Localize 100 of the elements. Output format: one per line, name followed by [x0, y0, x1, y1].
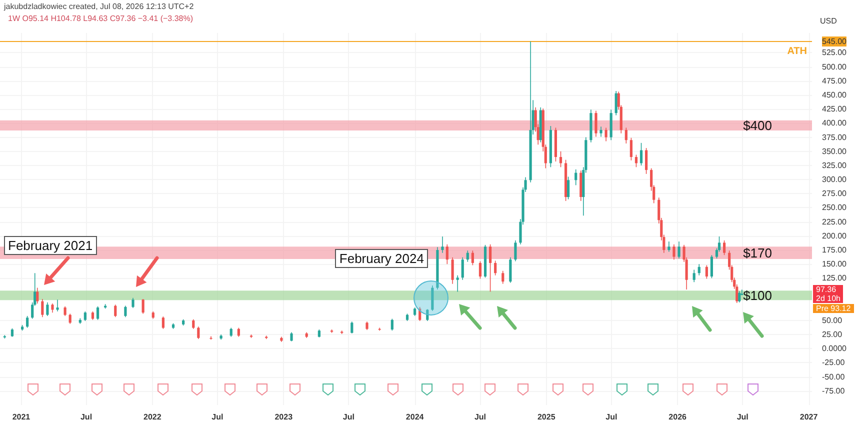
- y-tick-label: -25.00: [822, 358, 846, 368]
- y-tick-label: 525.00: [822, 48, 848, 58]
- candlestick: [574, 169, 578, 186]
- band-label: $170: [743, 245, 772, 260]
- x-tick-label: 2027: [800, 412, 818, 422]
- y-tick-label: 175.00: [822, 246, 848, 254]
- candlestick: [514, 240, 517, 262]
- x-tick-label: Jul: [474, 412, 486, 422]
- candlestick: [494, 260, 497, 276]
- annotation: February 2024: [335, 248, 428, 268]
- candlestick: [678, 241, 680, 259]
- y-axis-title: USD: [820, 16, 838, 26]
- annotation: February 2021: [4, 236, 97, 256]
- band-label: $100: [743, 288, 772, 303]
- candlestick: [456, 274, 459, 292]
- candlestick: [84, 311, 86, 322]
- y-tick-label: 275.00: [822, 189, 848, 198]
- y-tick-label: 425.00: [822, 104, 848, 114]
- candlestick: [698, 264, 700, 276]
- candlestick: [350, 321, 354, 334]
- candlestick: [630, 137, 632, 161]
- annotation: 97.36 2d 10h: [813, 284, 844, 303]
- x-tick-label: 2024: [406, 412, 424, 422]
- candlestick: [559, 150, 562, 168]
- candlestick: [509, 256, 512, 284]
- y-tick-label: 350.00: [822, 146, 848, 156]
- candlestick: [36, 287, 39, 304]
- candlestick: [600, 126, 602, 138]
- x-tick-label: Jul: [736, 412, 748, 422]
- candlestick: [594, 110, 598, 138]
- candlestick: [96, 306, 100, 320]
- candlestick: [692, 269, 696, 283]
- x-tick-label: 2022: [144, 412, 162, 422]
- candlestick: [471, 250, 474, 266]
- candlestick: [114, 304, 117, 318]
- y-tick-label: -50.00: [822, 372, 846, 382]
- candlestick: [668, 241, 670, 252]
- candlestick: [162, 316, 164, 330]
- candlestick: [441, 236, 444, 254]
- x-tick-label: Jul: [80, 412, 92, 422]
- candlestick: [451, 256, 454, 284]
- candlestick: [197, 326, 200, 340]
- candlestick: [132, 298, 134, 308]
- candlestick: [431, 285, 434, 312]
- x-tick-label: Jul: [342, 412, 354, 422]
- candlestick: [56, 299, 59, 312]
- candlestick: [478, 260, 482, 280]
- candlestick: [705, 264, 708, 280]
- y-tick-label: 250.00: [822, 203, 848, 212]
- candlestick: [624, 127, 628, 144]
- candlestick: [230, 327, 232, 338]
- y-tick-label: 25.00: [822, 330, 843, 340]
- x-tick-label: Jul: [212, 412, 224, 422]
- x-tick-label: 2025: [537, 412, 556, 422]
- candlestick: [124, 305, 127, 318]
- candlestick: [192, 318, 195, 330]
- x-tick-label: 2021: [12, 412, 31, 422]
- chart-title: 1W O95.14 H104.78 L94.63 C97.36 −3.41 (−3.38%): [8, 14, 194, 23]
- candlestick: [672, 244, 676, 260]
- y-tick-label: 50.00: [822, 316, 843, 325]
- candlestick: [738, 290, 741, 303]
- candlestick: [41, 298, 44, 318]
- band-label: $400: [743, 118, 772, 133]
- candlestick: [26, 316, 29, 328]
- ref-line-label: ATH: [787, 46, 807, 57]
- candlestick: [644, 148, 648, 174]
- candlestick: [290, 332, 293, 342]
- candlestick: [418, 306, 422, 322]
- y-tick-label: -75.00: [822, 386, 846, 396]
- y-tick-label: 125.00: [822, 274, 848, 283]
- candlestick: [634, 154, 638, 168]
- y-tick-label: 150.00: [822, 260, 848, 269]
- candlestick: [502, 270, 504, 284]
- x-tick-label: 2023: [274, 412, 294, 422]
- y-tick-label: 375.00: [822, 132, 848, 142]
- candlestick: [566, 176, 570, 200]
- candlestick: [614, 90, 618, 116]
- candlestick: [640, 142, 643, 166]
- candlestick: [488, 244, 492, 292]
- y-tick-label: 300.00: [822, 175, 848, 184]
- candlestick: [142, 298, 144, 314]
- text: jakubdzladkowiec created, Jul 08, 2026 12:13 UTC+2: [4, 2, 194, 11]
- y-tick-label: 225.00: [822, 217, 848, 226]
- candlestick: [710, 254, 714, 279]
- y-tick-label: 400.00: [822, 118, 848, 128]
- x-tick-label: 2026: [668, 412, 688, 422]
- y-tick-label: 450.00: [822, 90, 848, 100]
- candlestick: [390, 318, 394, 331]
- y-tick-label: 200.00: [822, 231, 848, 240]
- candlestick: [237, 327, 240, 338]
- y-tick-label: 0.0000: [822, 344, 848, 354]
- candlestick: [722, 240, 726, 256]
- candlestick: [446, 244, 448, 264]
- y-tick-label: 475.00: [822, 76, 848, 86]
- candlestick: [461, 256, 464, 280]
- candlestick: [51, 303, 54, 313]
- candlestick: [68, 313, 72, 324]
- x-tick-label: Jul: [606, 412, 618, 422]
- candlestick: [64, 306, 66, 316]
- candlestick: [604, 127, 608, 142]
